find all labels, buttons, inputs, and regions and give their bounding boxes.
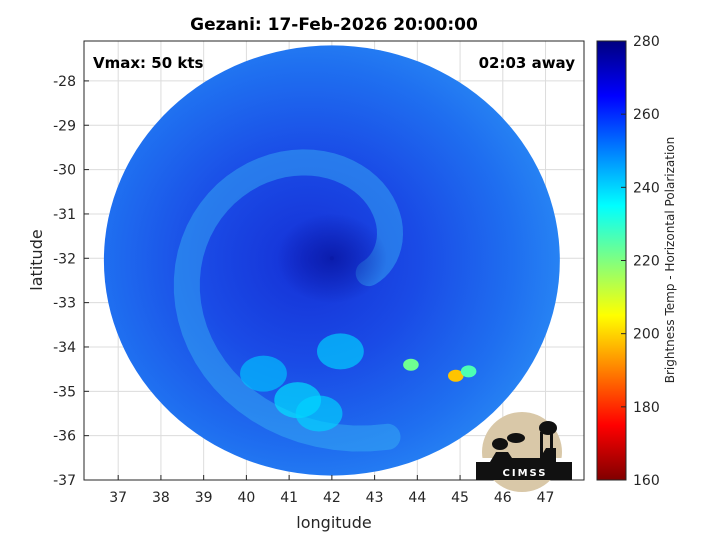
storm-center [329, 256, 334, 261]
colorbar-label: Brightness Temp - Horizontal Polarizatio… [663, 137, 677, 384]
colorbar-ticks: 280 260 240 220 200 180 160 [621, 34, 660, 489]
x-tick-label: 45 [451, 490, 469, 506]
logo-text: CIMSS [503, 468, 548, 479]
x-tick-label: 37 [109, 490, 127, 506]
vmax-annotation: Vmax: 50 kts [93, 54, 203, 72]
rainband-2 [317, 333, 364, 370]
y-tick-label: -34 [53, 340, 76, 356]
y-tick-label: -33 [53, 296, 76, 312]
y-tick-label: -29 [53, 118, 76, 134]
x-tick-label: 44 [408, 490, 426, 506]
x-axis-label: longitude [296, 513, 371, 532]
cold-spot-2 [403, 358, 419, 371]
y-tick-label: -30 [53, 163, 76, 179]
x-tick-label: 39 [195, 490, 213, 506]
x-tick-label: 47 [537, 490, 555, 506]
colorbar-tick-label: 200 [633, 327, 660, 343]
y-tick-label: -36 [53, 429, 76, 445]
y-axis-label: latitude [27, 229, 46, 290]
plot-frame [83, 40, 585, 481]
colorbar-tick-label: 220 [633, 254, 660, 270]
y-tick-label: -37 [53, 473, 76, 489]
colorbar-tick-label: 160 [633, 473, 660, 489]
rainband-3 [240, 355, 287, 392]
y-tick-label: -28 [53, 74, 76, 90]
colorbar-tick-label: 260 [633, 107, 660, 123]
cimss-logo: CIMSS [476, 412, 572, 492]
x-tick-label: 40 [237, 490, 255, 506]
y-tick-label: -32 [53, 251, 76, 267]
x-tick-label: 38 [152, 490, 170, 506]
x-tick-label: 43 [366, 490, 384, 506]
x-axis-ticks: 37 38 39 40 41 42 43 44 45 46 47 [109, 475, 554, 506]
y-axis-ticks: -28 -29 -30 -31 -32 -33 -34 -35 -36 -37 [53, 74, 89, 489]
colorbar-tick-label: 280 [633, 34, 660, 50]
x-tick-label: 46 [494, 490, 512, 506]
cold-spot-3 [460, 365, 477, 378]
swath-layer [103, 45, 560, 476]
spiral-band [173, 149, 404, 452]
colorbar-tick-label: 180 [633, 400, 660, 416]
cold-spot-1 [447, 369, 464, 382]
rainband-4 [295, 395, 343, 432]
y-tick-label: -35 [53, 384, 76, 400]
colorbar-tick-label: 240 [633, 180, 660, 196]
x-tick-label: 42 [323, 490, 341, 506]
x-tick-label: 41 [280, 490, 298, 506]
time-away-annotation: 02:03 away [479, 54, 576, 72]
chart-title: Gezani: 17-Feb-2026 20:00:00 [190, 15, 478, 35]
y-tick-label: -31 [53, 207, 76, 223]
